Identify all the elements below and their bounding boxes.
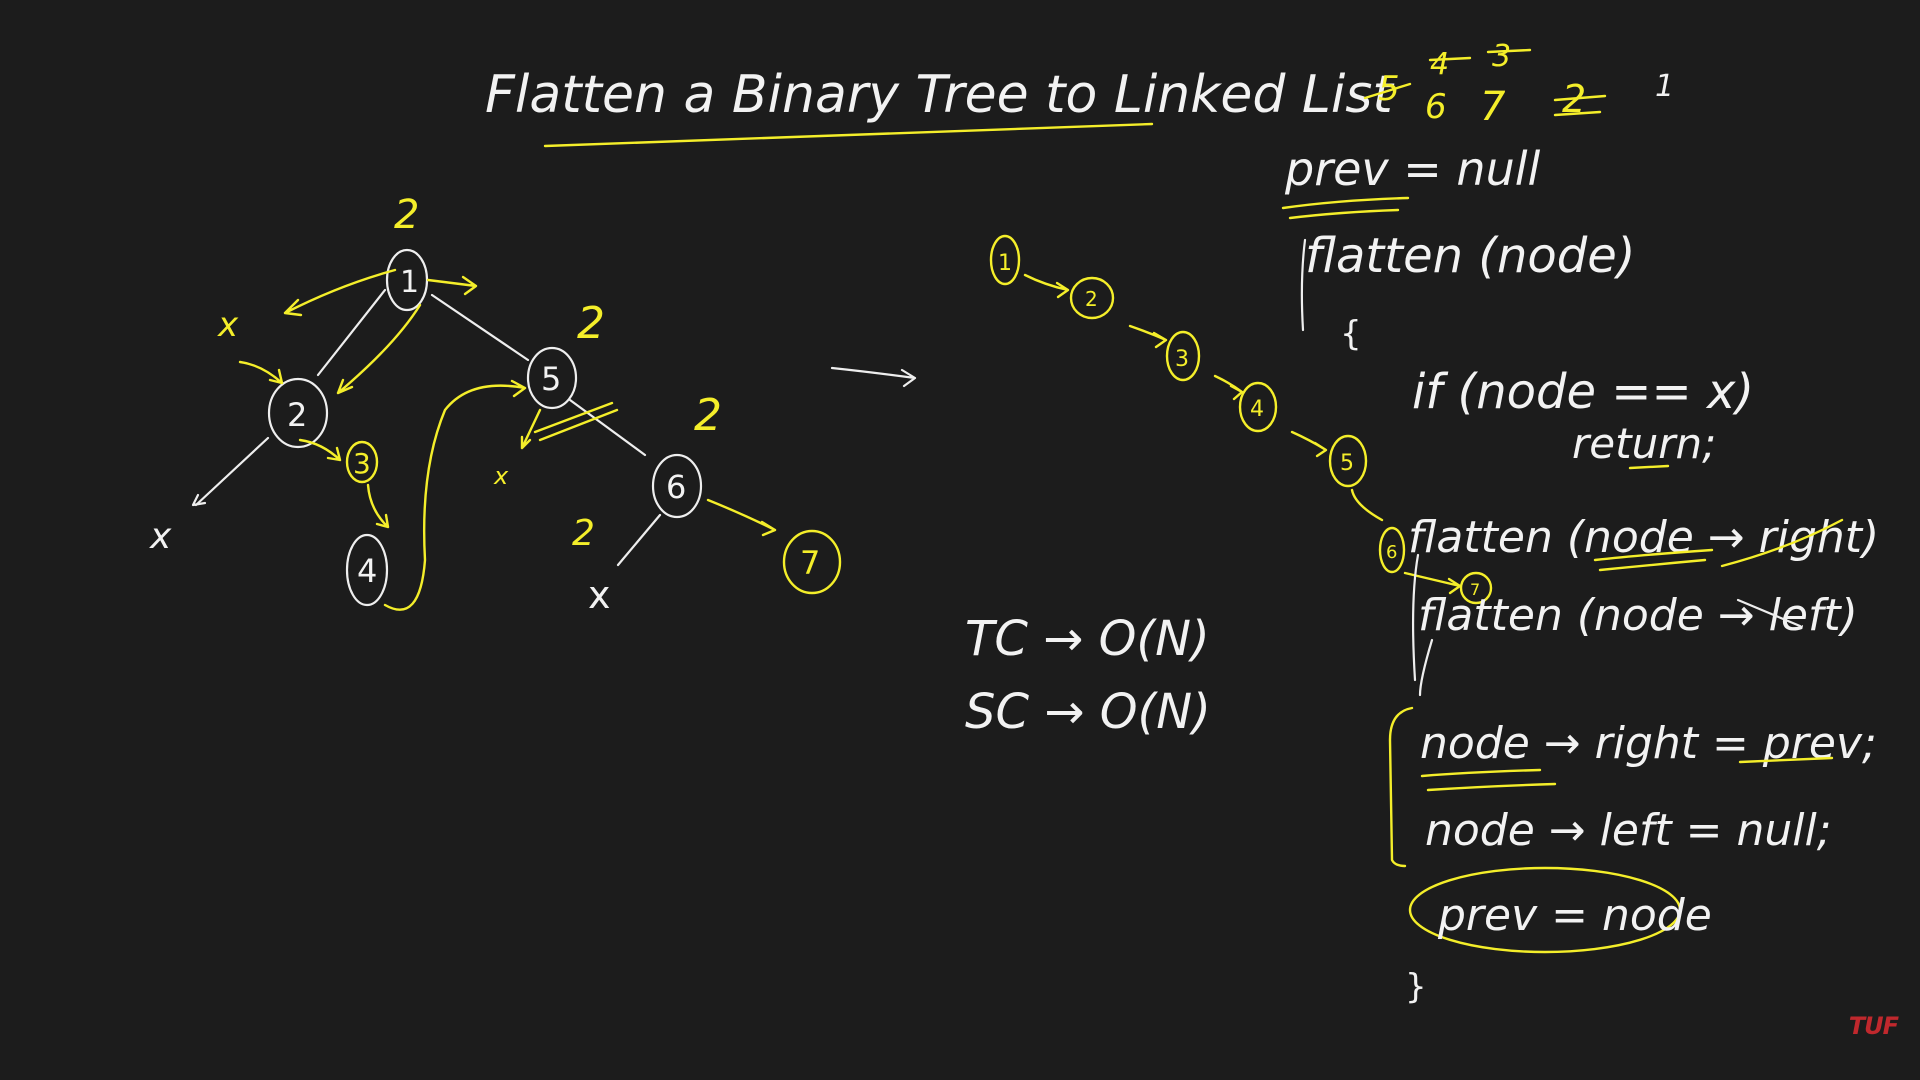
code-assign-prev: prev = node: [1437, 890, 1712, 941]
code-call-left: flatten (node → left): [1418, 590, 1858, 641]
list-arrow: [1213, 374, 1244, 401]
traversal-arrow: [366, 483, 390, 529]
null-marker: x: [217, 305, 239, 345]
visit-mark: 2: [394, 192, 419, 238]
tree-node-label-1: 1: [400, 265, 419, 300]
traversal-arrow: [283, 268, 397, 317]
traversal-arrow: [298, 438, 342, 462]
stack-note: 5 6 4 3 7 2 1: [1363, 39, 1674, 130]
list-node-label: 3: [1175, 347, 1189, 372]
edge-6-null: [616, 513, 662, 567]
code-signature: flatten (node): [1305, 228, 1636, 284]
time-complexity: TC → O(N): [965, 611, 1210, 667]
list-node: [1378, 526, 1406, 574]
list-node-label: 2: [1085, 287, 1098, 311]
list-node: [1459, 571, 1493, 605]
tree-node-4: [345, 533, 389, 607]
code-underline: [1420, 756, 1834, 792]
strike-marks: [1736, 598, 1802, 628]
page-title: Flatten a Binary Tree to Linked List: [485, 65, 1394, 125]
code-bracket: [1388, 706, 1414, 868]
null-marker: x: [149, 516, 172, 557]
space-complexity: SC → O(N): [965, 684, 1211, 740]
stack-mid-value: 7: [1480, 84, 1506, 130]
list-node: [1238, 381, 1278, 433]
code-underline: [1628, 464, 1670, 470]
stack-top-value: 4: [1430, 47, 1449, 82]
code-assign-right: node → right = prev;: [1420, 718, 1877, 769]
list-node-label: 1: [998, 251, 1012, 276]
crossed-edge: [533, 401, 619, 442]
code-assign-left: node → left = null;: [1425, 805, 1832, 856]
tree-node-label-3: 3: [353, 447, 371, 480]
transform-arrow: [830, 366, 917, 388]
stack-crossed-value: 6: [1425, 87, 1447, 127]
tree-node-label-5: 5: [541, 360, 561, 398]
linked-list: 1 2 3 4 5 6 7: [989, 234, 1493, 605]
strike-marks: [1363, 48, 1607, 117]
brand-logo: TUF: [1848, 1012, 1899, 1040]
list-node-label: 6: [1386, 542, 1397, 563]
edge-5-6: [568, 398, 647, 457]
edge-1-5: [430, 293, 530, 362]
list-node: [1069, 276, 1115, 320]
edge-1-2: [316, 288, 387, 377]
list-node: [1165, 330, 1201, 382]
code-return: return;: [1572, 419, 1716, 468]
pen-stroke: [1300, 238, 1434, 697]
tree-node-6: [651, 453, 703, 519]
tree-node-label-7: 7: [800, 544, 820, 582]
list-arrow: [1128, 324, 1168, 349]
list-arrow: [1290, 430, 1328, 458]
stack-top-value: 3: [1492, 39, 1511, 74]
traversal-arrow: [520, 408, 542, 450]
code-close-brace: }: [1405, 967, 1427, 1007]
traversal-arrow: [426, 275, 478, 296]
edge-2-null: [194, 436, 270, 507]
tree-diagram: 1 2 3 4 5 6 7 x x x x 2 2 2 2: [149, 192, 842, 617]
stack-crossed-value: 5: [1378, 69, 1400, 109]
tree-node-3: [345, 440, 379, 484]
list-node-label: 7: [1470, 580, 1480, 599]
code-open-brace: {: [1340, 314, 1362, 354]
visit-mark: 2: [577, 298, 605, 349]
list-arrow: [1023, 273, 1070, 299]
tree-node-label-2: 2: [287, 396, 307, 434]
stack-one: 1: [1655, 69, 1674, 104]
title-underline: [543, 122, 1154, 148]
null-marker: x: [493, 462, 509, 490]
list-node-label: 5: [1340, 451, 1354, 476]
list-arrow: [1350, 488, 1384, 522]
tree-node-5: [526, 346, 578, 410]
null-marker: x: [588, 573, 611, 617]
visit-mark: 2: [694, 390, 722, 441]
list-node-label: 4: [1250, 397, 1264, 422]
code-if: if (node == x): [1412, 364, 1754, 420]
traversal-arrow: [383, 379, 527, 611]
tree-node-label-4: 4: [357, 552, 377, 590]
tree-node-2: [267, 377, 329, 449]
traversal-arrow: [336, 303, 422, 395]
tree-node-7: [782, 529, 842, 595]
tree-node-label-6: 6: [666, 468, 686, 506]
list-node: [989, 234, 1021, 286]
code-prev-init: prev = null: [1284, 142, 1541, 196]
code-underline: [1593, 518, 1844, 572]
code-highlight: [1408, 866, 1682, 954]
visit-mark: 2: [572, 513, 595, 554]
traversal-arrow: [238, 360, 284, 385]
traversal-arrow: [706, 498, 777, 537]
code-block: prev = null flatten (node) { if (node ==…: [1281, 142, 1879, 1007]
code-underline: [1281, 196, 1410, 220]
list-node: [1328, 434, 1368, 488]
null-arrow-head: [191, 493, 207, 507]
